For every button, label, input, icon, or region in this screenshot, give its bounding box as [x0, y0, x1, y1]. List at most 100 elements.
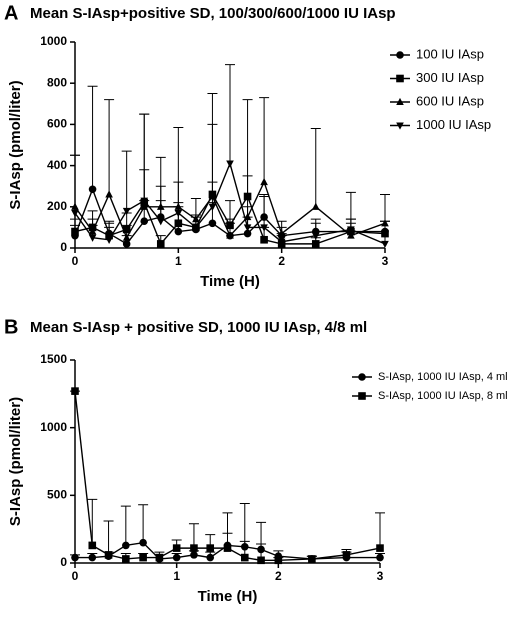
marker	[104, 551, 113, 559]
error-bar	[375, 512, 385, 549]
marker	[71, 387, 79, 395]
error-bar	[120, 505, 131, 546]
error-bar	[310, 128, 321, 207]
y-tick-label: 200	[47, 199, 67, 213]
chart-title: Mean S-IAsp+positive SD, 100/300/600/100…	[30, 5, 396, 22]
marker	[208, 203, 217, 211]
legend-label: 100 IU IAsp	[416, 46, 484, 61]
marker	[192, 224, 200, 232]
legend-marker	[396, 97, 404, 106]
marker	[308, 555, 316, 563]
marker	[174, 219, 183, 228]
marker	[88, 541, 97, 550]
marker	[277, 238, 286, 246]
marker	[174, 227, 183, 236]
marker	[277, 229, 286, 237]
y-tick-label: 1000	[40, 34, 67, 48]
series-line	[74, 192, 386, 246]
panel-label: A	[4, 2, 18, 24]
marker	[88, 234, 97, 242]
marker	[71, 209, 79, 218]
series-line	[74, 161, 386, 245]
series-line	[75, 541, 380, 560]
error-bar	[138, 504, 149, 543]
marker	[260, 177, 268, 186]
series-line	[74, 180, 386, 240]
marker	[122, 207, 131, 216]
error-bar	[87, 498, 98, 546]
marker	[376, 544, 384, 552]
marker	[140, 202, 149, 210]
marker	[376, 553, 384, 562]
marker	[260, 235, 268, 244]
marker	[105, 236, 113, 244]
marker	[190, 544, 198, 552]
marker	[257, 556, 265, 565]
marker	[172, 553, 181, 562]
marker	[88, 553, 97, 562]
x-tick-label: 0	[72, 569, 79, 583]
x-tick-label: 0	[72, 254, 79, 268]
x-axis-label: Time (H)	[198, 588, 258, 605]
y-axis-label: S-IAsp (pmol/liter)	[7, 397, 24, 526]
marker	[381, 240, 389, 249]
legend-marker	[358, 392, 366, 400]
legend-label: S-IAsp, 1000 IU IAsp, 8 ml	[378, 390, 508, 402]
error-bar	[155, 156, 166, 207]
marker	[274, 556, 283, 565]
marker	[347, 226, 355, 234]
marker	[243, 229, 252, 238]
legend-marker	[396, 122, 404, 130]
y-tick-label: 400	[47, 158, 67, 172]
series-line	[74, 187, 385, 245]
marker	[347, 231, 355, 239]
error-bar	[70, 154, 80, 213]
marker	[156, 218, 165, 226]
marker	[88, 185, 97, 194]
error-bar	[103, 520, 114, 555]
error-bar	[259, 97, 270, 183]
marker	[122, 240, 131, 248]
error-bar	[87, 85, 98, 190]
y-tick-label: 0	[60, 555, 67, 569]
marker	[71, 227, 79, 236]
marker	[240, 553, 249, 562]
error-bar	[121, 150, 132, 211]
marker	[243, 224, 252, 232]
series-line	[74, 391, 381, 561]
marker	[208, 219, 217, 228]
error-bar	[345, 191, 356, 230]
legend-marker	[396, 51, 404, 59]
error-bar	[188, 523, 199, 549]
error-bar	[173, 181, 184, 213]
x-tick-label: 2	[278, 254, 285, 268]
marker	[139, 538, 147, 547]
marker	[190, 551, 198, 559]
marker	[311, 240, 320, 248]
marker	[140, 217, 149, 226]
marker	[342, 551, 351, 559]
legend-label: 600 IU IAsp	[416, 93, 484, 108]
error-bar	[259, 193, 270, 228]
error-bar	[155, 200, 166, 222]
y-tick-label: 600	[47, 117, 67, 131]
marker	[122, 555, 130, 563]
marker	[174, 209, 183, 218]
y-axis-label: S-IAsp (pmol/liter)	[7, 80, 24, 209]
panel-label: B	[4, 316, 18, 338]
x-tick-label: 3	[377, 569, 384, 583]
error-bar	[225, 64, 235, 164]
marker	[311, 232, 320, 240]
error-bar	[139, 169, 150, 201]
error-bar	[104, 99, 115, 195]
error-bar	[242, 206, 253, 228]
marker	[105, 190, 113, 198]
marker	[139, 553, 147, 562]
error-bar	[256, 521, 267, 561]
marker	[155, 553, 164, 562]
marker	[122, 233, 131, 241]
legend-marker	[396, 74, 404, 83]
error-bar	[380, 193, 390, 244]
legend-label: S-IAsp, 1000 IU IAsp, 4 ml	[378, 371, 508, 383]
